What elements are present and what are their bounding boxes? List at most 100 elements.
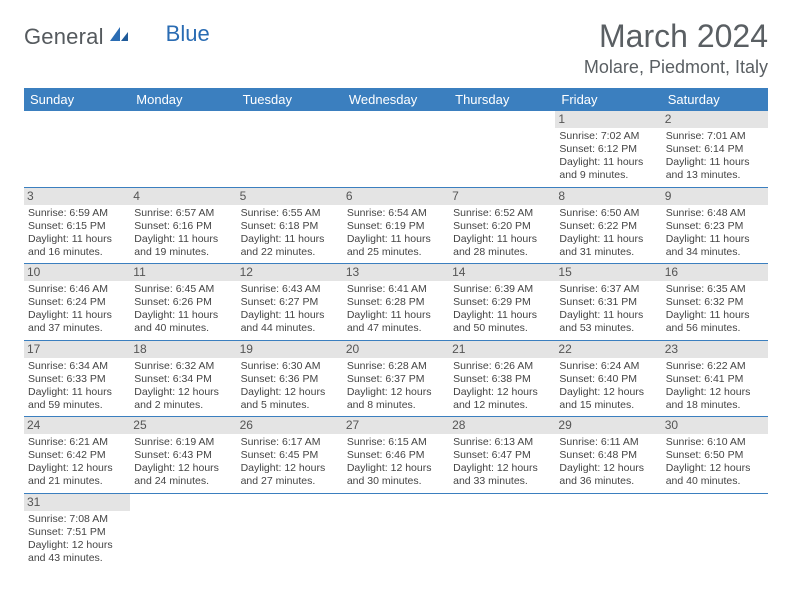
- calendar-day-cell: 3 Sunrise: 6:59 AMSunset: 6:15 PMDaylight…: [24, 187, 130, 264]
- day-detail-line: Sunset: 6:43 PM: [134, 449, 232, 462]
- calendar-day-cell: [343, 493, 449, 569]
- day-detail-line: Daylight: 11 hours: [666, 233, 764, 246]
- weekday-header: Thursday: [449, 88, 555, 111]
- day-number: 21: [449, 341, 555, 358]
- calendar-day-cell: 2Sunrise: 7:01 AMSunset: 6:14 PMDaylight…: [662, 111, 768, 187]
- logo-text-blue: Blue: [166, 21, 210, 47]
- day-detail-line: Daylight: 11 hours: [241, 233, 339, 246]
- day-number: 1: [555, 111, 661, 128]
- calendar-day-cell: 14Sunrise: 6:39 AMSunset: 6:29 PMDayligh…: [449, 264, 555, 341]
- calendar-day-cell: 11Sunrise: 6:45 AMSunset: 6:26 PMDayligh…: [130, 264, 236, 341]
- day-detail-line: Sunrise: 6:17 AM: [241, 436, 339, 449]
- day-number: 8: [555, 188, 661, 205]
- day-detail-line: and 9 minutes.: [559, 169, 657, 182]
- day-detail-line: and 43 minutes.: [28, 552, 126, 565]
- day-number: 19: [237, 341, 343, 358]
- day-detail-line: Daylight: 12 hours: [134, 462, 232, 475]
- day-detail-line: Daylight: 11 hours: [559, 309, 657, 322]
- day-number: 16: [662, 264, 768, 281]
- calendar-day-cell: [555, 493, 661, 569]
- day-detail-line: Sunset: 6:26 PM: [134, 296, 232, 309]
- day-number: 18: [130, 341, 236, 358]
- calendar-day-cell: 15Sunrise: 6:37 AMSunset: 6:31 PMDayligh…: [555, 264, 661, 341]
- logo: General Blue: [24, 24, 210, 50]
- day-detail-line: Sunrise: 6:37 AM: [559, 283, 657, 296]
- day-detail-line: Daylight: 12 hours: [559, 462, 657, 475]
- calendar-day-cell: 24Sunrise: 6:21 AMSunset: 6:42 PMDayligh…: [24, 417, 130, 494]
- day-detail-line: and 18 minutes.: [666, 399, 764, 412]
- calendar-day-cell: [24, 111, 130, 187]
- calendar-day-cell: [130, 493, 236, 569]
- day-number: 14: [449, 264, 555, 281]
- calendar-day-cell: 22Sunrise: 6:24 AMSunset: 6:40 PMDayligh…: [555, 340, 661, 417]
- calendar-day-cell: 10Sunrise: 6:46 AMSunset: 6:24 PMDayligh…: [24, 264, 130, 341]
- calendar-body: 1Sunrise: 7:02 AMSunset: 6:12 PMDaylight…: [24, 111, 768, 569]
- day-detail-line: Daylight: 11 hours: [28, 233, 126, 246]
- day-detail-line: and 15 minutes.: [559, 399, 657, 412]
- day-detail-line: Sunrise: 6:10 AM: [666, 436, 764, 449]
- day-detail-line: Sunset: 6:31 PM: [559, 296, 657, 309]
- day-detail-line: Sunset: 6:36 PM: [241, 373, 339, 386]
- day-detail-line: Sunrise: 6:21 AM: [28, 436, 126, 449]
- day-detail-line: and 34 minutes.: [666, 246, 764, 259]
- calendar-week-row: 10Sunrise: 6:46 AMSunset: 6:24 PMDayligh…: [24, 264, 768, 341]
- day-detail-line: Sunrise: 6:46 AM: [28, 283, 126, 296]
- day-number: 5: [237, 188, 343, 205]
- calendar-day-cell: [237, 111, 343, 187]
- day-detail-line: Sunset: 6:16 PM: [134, 220, 232, 233]
- calendar-day-cell: 29Sunrise: 6:11 AMSunset: 6:48 PMDayligh…: [555, 417, 661, 494]
- calendar-day-cell: 12Sunrise: 6:43 AMSunset: 6:27 PMDayligh…: [237, 264, 343, 341]
- day-detail-line: Daylight: 11 hours: [241, 309, 339, 322]
- day-detail-line: Sunset: 6:23 PM: [666, 220, 764, 233]
- day-detail-line: Daylight: 12 hours: [347, 462, 445, 475]
- day-detail-line: Daylight: 11 hours: [559, 233, 657, 246]
- day-detail-line: Sunset: 6:47 PM: [453, 449, 551, 462]
- day-detail-line: and 36 minutes.: [559, 475, 657, 488]
- day-detail-line: Sunset: 6:24 PM: [28, 296, 126, 309]
- day-detail-line: Sunrise: 6:59 AM: [28, 207, 126, 220]
- day-detail-line: and 31 minutes.: [559, 246, 657, 259]
- day-detail-line: and 12 minutes.: [453, 399, 551, 412]
- day-detail-line: Sunset: 6:46 PM: [347, 449, 445, 462]
- calendar-day-cell: 9Sunrise: 6:48 AMSunset: 6:23 PMDaylight…: [662, 187, 768, 264]
- logo-text-general: General: [24, 24, 104, 50]
- day-number: 13: [343, 264, 449, 281]
- calendar-day-cell: [237, 493, 343, 569]
- day-detail-line: Sunset: 6:28 PM: [347, 296, 445, 309]
- day-detail-line: and 27 minutes.: [241, 475, 339, 488]
- day-detail-line: and 22 minutes.: [241, 246, 339, 259]
- day-detail-line: Daylight: 12 hours: [241, 462, 339, 475]
- calendar-day-cell: 30Sunrise: 6:10 AMSunset: 6:50 PMDayligh…: [662, 417, 768, 494]
- day-number: 17: [24, 341, 130, 358]
- calendar-day-cell: 16Sunrise: 6:35 AMSunset: 6:32 PMDayligh…: [662, 264, 768, 341]
- day-detail-line: and 28 minutes.: [453, 246, 551, 259]
- day-detail-line: Daylight: 12 hours: [666, 386, 764, 399]
- day-number: 7: [449, 188, 555, 205]
- day-detail-line: Sunset: 6:34 PM: [134, 373, 232, 386]
- calendar-week-row: 3Sunrise: 6:59 AMSunset: 6:15 PMDaylight…: [24, 187, 768, 264]
- weekday-header: Monday: [130, 88, 236, 111]
- day-detail-line: Sunset: 6:45 PM: [241, 449, 339, 462]
- calendar-day-cell: 1Sunrise: 7:02 AMSunset: 6:12 PMDaylight…: [555, 111, 661, 187]
- day-detail-line: Sunset: 6:48 PM: [559, 449, 657, 462]
- day-detail-line: Sunrise: 6:39 AM: [453, 283, 551, 296]
- calendar-day-cell: [449, 111, 555, 187]
- day-detail-line: and 56 minutes.: [666, 322, 764, 335]
- day-number: 3: [24, 188, 130, 205]
- day-detail-line: and 2 minutes.: [134, 399, 232, 412]
- day-detail-line: and 44 minutes.: [241, 322, 339, 335]
- day-detail-line: Daylight: 12 hours: [241, 386, 339, 399]
- day-detail-line: Daylight: 11 hours: [559, 156, 657, 169]
- day-detail-line: Sunrise: 6:54 AM: [347, 207, 445, 220]
- day-detail-line: Sunrise: 6:26 AM: [453, 360, 551, 373]
- calendar-day-cell: 5Sunrise: 6:55 AMSunset: 6:18 PMDaylight…: [237, 187, 343, 264]
- page: General Blue March 2024 Molare, Piedmont…: [0, 0, 792, 579]
- header: General Blue March 2024 Molare, Piedmont…: [24, 18, 768, 78]
- day-detail-line: Sunset: 6:15 PM: [28, 220, 126, 233]
- weekday-header: Saturday: [662, 88, 768, 111]
- day-number: 22: [555, 341, 661, 358]
- day-number: 24: [24, 417, 130, 434]
- calendar-day-cell: 27Sunrise: 6:15 AMSunset: 6:46 PMDayligh…: [343, 417, 449, 494]
- day-number: 6: [343, 188, 449, 205]
- day-number: 25: [130, 417, 236, 434]
